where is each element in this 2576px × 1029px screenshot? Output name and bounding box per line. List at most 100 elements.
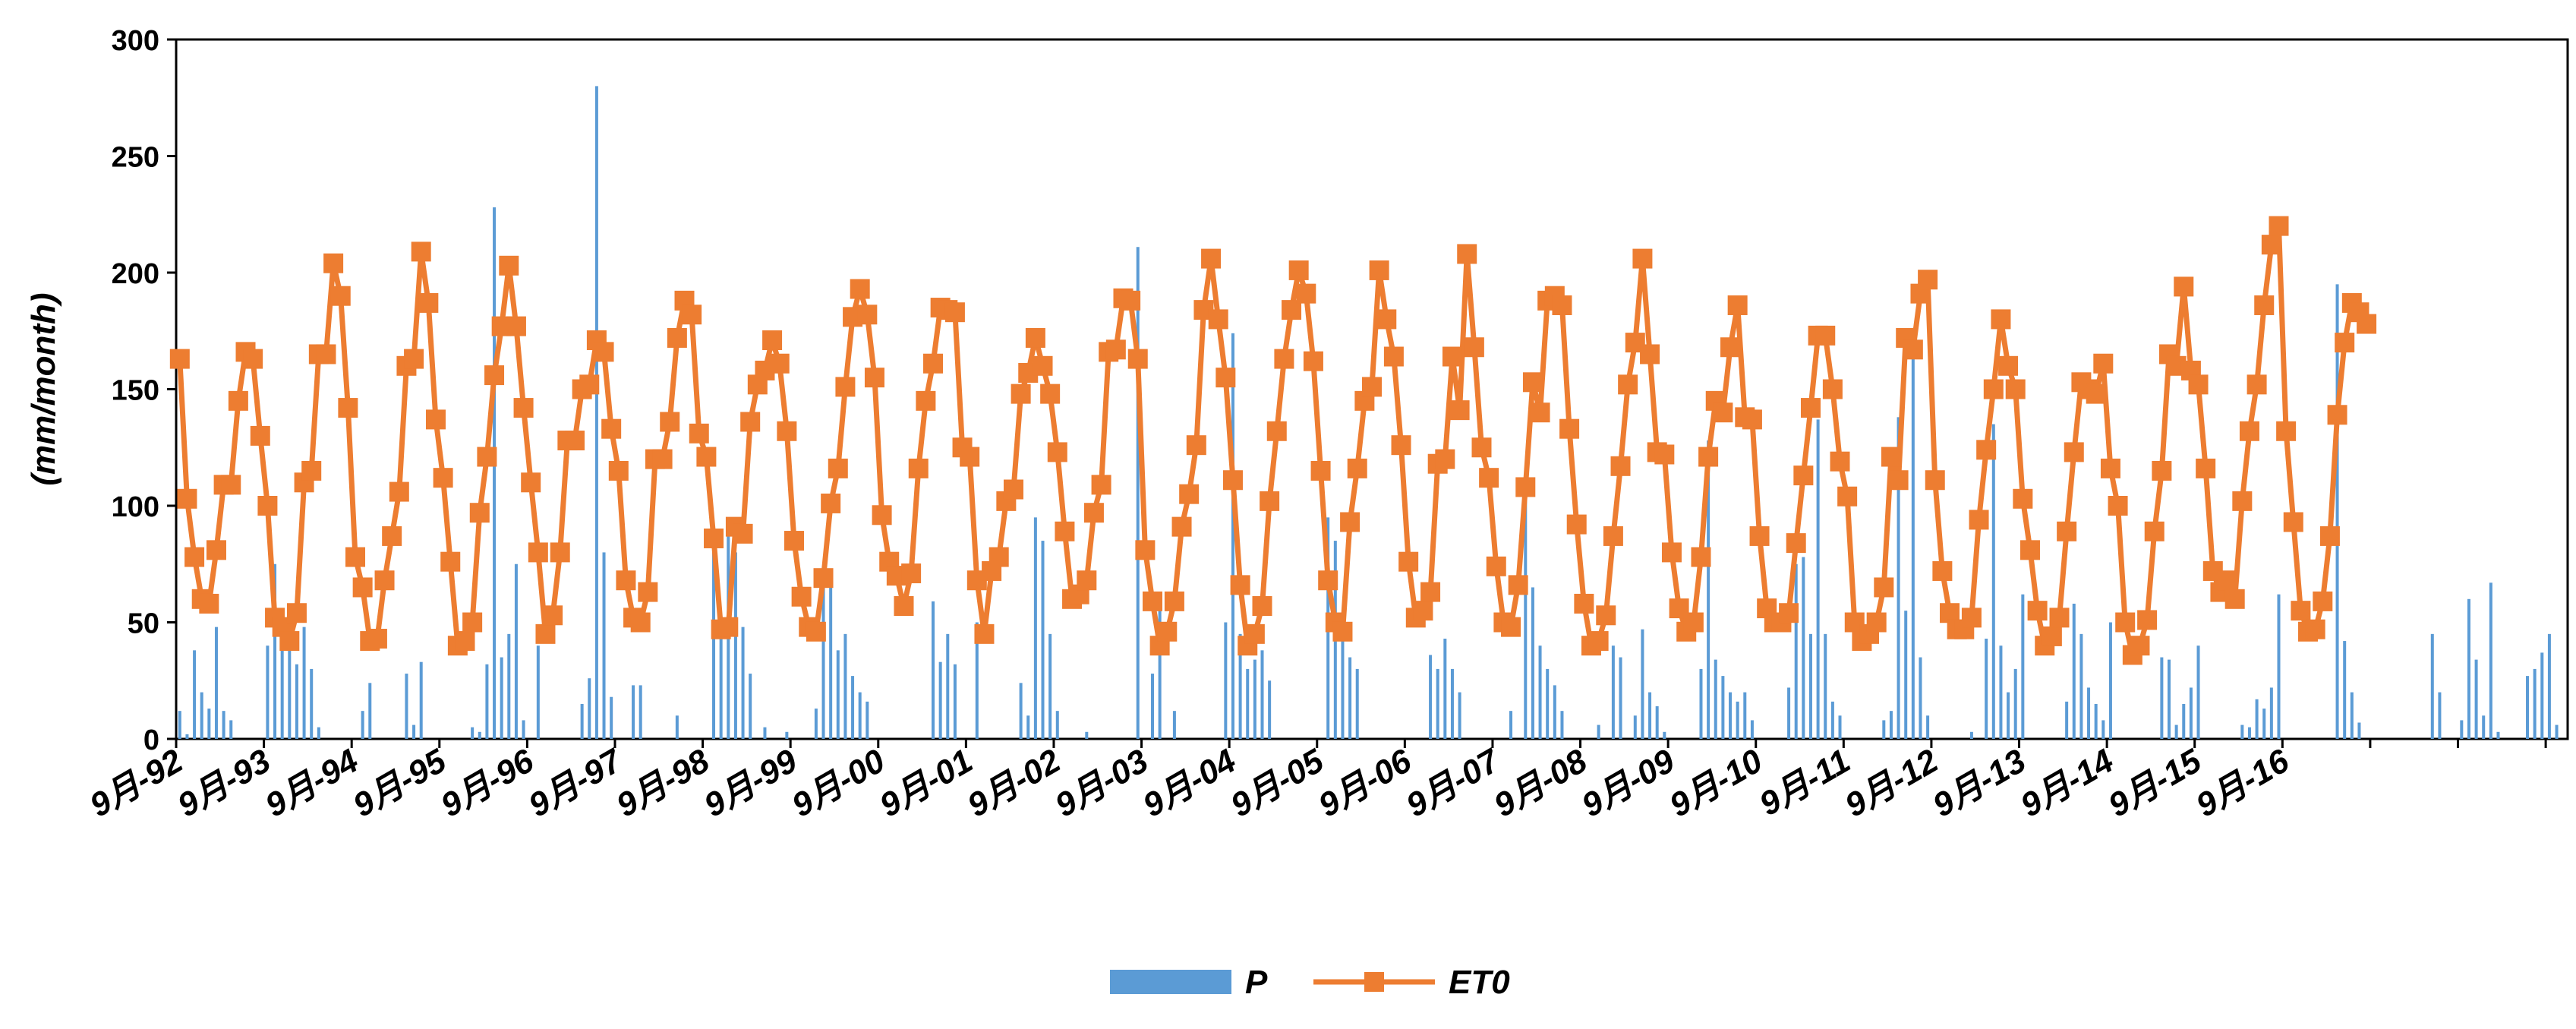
x-tick-label: 9月-98 bbox=[610, 742, 716, 825]
et0-marker bbox=[769, 353, 790, 374]
et0-marker bbox=[2100, 458, 2120, 478]
p-bar bbox=[2343, 641, 2347, 739]
p-bar bbox=[1246, 668, 1250, 739]
et0-marker bbox=[2013, 488, 2033, 509]
p-bar bbox=[536, 645, 540, 739]
et0-marker bbox=[2357, 314, 2377, 334]
et0-marker bbox=[2115, 612, 2136, 633]
p-bar bbox=[1019, 683, 1023, 739]
p-bar bbox=[493, 207, 497, 739]
et0-marker bbox=[791, 586, 812, 607]
et0-marker bbox=[367, 628, 387, 649]
p-bar bbox=[1450, 668, 1454, 739]
et0-marker bbox=[1457, 244, 1477, 264]
et0-marker bbox=[1464, 337, 1484, 358]
et0-marker bbox=[974, 623, 995, 644]
et0-marker bbox=[1661, 542, 1682, 563]
p-bar bbox=[317, 727, 320, 739]
p-bar bbox=[1743, 692, 1747, 739]
p-bar bbox=[1655, 706, 1659, 739]
p-bar bbox=[975, 622, 979, 739]
et0-marker bbox=[960, 447, 980, 467]
p-bar bbox=[229, 720, 233, 739]
p-bar bbox=[405, 674, 408, 739]
et0-marker bbox=[1274, 349, 1294, 369]
et0-marker bbox=[184, 547, 205, 567]
x-tick-label: 9月-92 bbox=[84, 742, 189, 825]
p-bar bbox=[1999, 645, 2003, 739]
p-bar bbox=[500, 657, 503, 739]
et0-marker bbox=[828, 458, 848, 478]
et0-marker bbox=[199, 593, 219, 614]
et0-marker bbox=[1552, 295, 1572, 315]
p-bar bbox=[1238, 633, 1242, 739]
et0-marker bbox=[1003, 479, 1023, 500]
p-bar bbox=[2533, 668, 2537, 739]
et0-marker bbox=[528, 542, 548, 563]
et0-marker bbox=[733, 523, 753, 544]
p-bar bbox=[1253, 659, 1256, 739]
et0-marker bbox=[2196, 458, 2216, 478]
p-bar bbox=[1919, 657, 1922, 739]
et0-marker bbox=[1055, 521, 1075, 541]
p-bar bbox=[295, 664, 298, 739]
et0-marker bbox=[206, 540, 226, 560]
et0-marker bbox=[1727, 295, 1748, 315]
x-tick-label: 9月-07 bbox=[1400, 741, 1507, 825]
et0-marker bbox=[1318, 570, 1338, 591]
et0-marker bbox=[2239, 421, 2259, 441]
et0-marker bbox=[1779, 603, 1799, 623]
p-bar bbox=[507, 633, 511, 739]
p-bar bbox=[273, 563, 277, 739]
et0-marker bbox=[864, 368, 884, 388]
et0-marker bbox=[1903, 339, 1923, 360]
x-tick-label: 9月-04 bbox=[1137, 742, 1242, 824]
p-bar bbox=[1041, 541, 1045, 739]
et0-marker bbox=[1011, 384, 1031, 404]
et0-marker bbox=[1749, 526, 1770, 546]
p-bar bbox=[821, 576, 825, 739]
et0-marker bbox=[257, 496, 278, 516]
p-bar bbox=[193, 650, 197, 739]
p-bar bbox=[2240, 724, 2244, 739]
et0-marker bbox=[1925, 470, 1945, 491]
et0-marker bbox=[469, 503, 490, 523]
p-bar bbox=[2196, 645, 2200, 739]
et0-marker bbox=[1837, 486, 1858, 507]
et0-marker bbox=[1340, 512, 1361, 532]
et0-marker bbox=[916, 390, 936, 411]
et0-marker bbox=[1640, 344, 1660, 365]
et0-marker bbox=[806, 621, 826, 642]
et0-marker bbox=[762, 330, 783, 351]
x-tick-label: 9月-93 bbox=[172, 742, 277, 824]
p-bar bbox=[1904, 611, 1908, 739]
p-bar bbox=[478, 731, 481, 739]
et0-marker bbox=[784, 531, 804, 551]
p-bar bbox=[2160, 657, 2164, 739]
p-bar bbox=[2079, 633, 2083, 739]
x-tick-label: 9月-14 bbox=[2014, 742, 2120, 824]
et0-marker bbox=[2137, 610, 2158, 630]
p-bar bbox=[522, 720, 525, 739]
p-bar bbox=[610, 696, 613, 739]
et0-marker bbox=[1091, 475, 1111, 495]
p-bar bbox=[1509, 711, 1513, 739]
p-bar bbox=[1794, 563, 1798, 739]
p-bar bbox=[2108, 622, 2112, 739]
et0-marker bbox=[1786, 533, 1806, 554]
et0-marker bbox=[1164, 591, 1184, 611]
x-tick-label: 9月-08 bbox=[1488, 742, 1594, 825]
et0-marker bbox=[1143, 591, 1163, 611]
et0-marker bbox=[1332, 621, 1353, 642]
et0-marker bbox=[2283, 512, 2303, 532]
p-bar bbox=[1048, 633, 1052, 739]
et0-marker bbox=[1654, 444, 1675, 465]
p-bar bbox=[302, 627, 306, 739]
et0-marker bbox=[228, 390, 248, 411]
p-bar bbox=[2101, 720, 2105, 739]
p-bar bbox=[1436, 668, 1439, 739]
et0-marker bbox=[813, 568, 834, 589]
et0-marker bbox=[704, 528, 724, 548]
p-bar bbox=[2467, 598, 2470, 739]
et0-marker bbox=[594, 342, 614, 362]
